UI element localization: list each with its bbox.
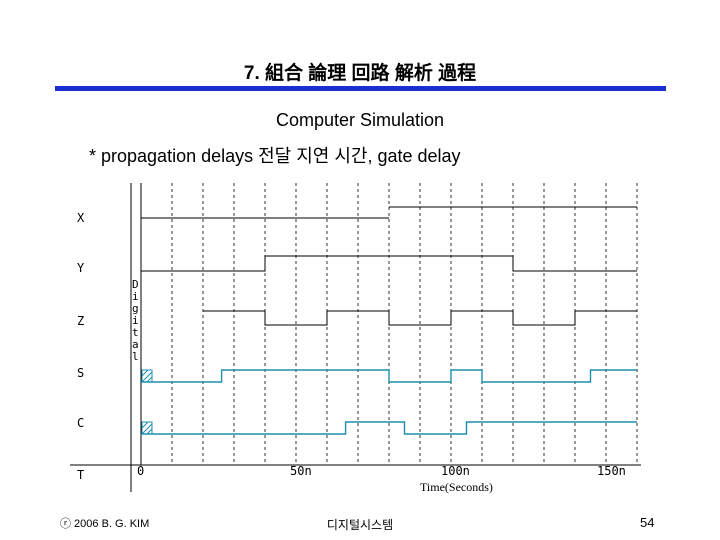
signal-label-c: C [77,416,84,430]
digital-letter: a [132,338,139,351]
waveform-x [141,206,637,219]
digital-letter: t [132,326,139,339]
waveform-z [203,310,637,326]
digital-letter: D [132,278,139,291]
digital-letter: i [132,314,139,327]
unknown-hatch-s [141,369,153,383]
time-tick-0: 0 [137,464,144,478]
bullet-text: * propagation delays 전달 지연 시간, gate dela… [89,146,461,166]
time-tick-150n: 150n [597,464,626,478]
title-underline [55,86,666,91]
time-tick-50n: 50n [290,464,312,478]
signal-label-z: Z [77,314,84,328]
digital-letter: i [132,290,139,303]
signal-label-x: X [77,211,85,225]
time-tick-100n: 100n [441,464,470,478]
slide-subtitle: Computer Simulation [275,110,445,130]
slide-title: 7. 組合 論理 回路 解析 過程 [243,63,477,84]
time-gridlines [171,183,638,465]
time-axis-label: Time(Seconds) [420,480,493,494]
unknown-hatch-c [141,421,153,435]
page-number: 54 [640,515,655,530]
digital-letter: g [132,302,139,315]
signal-label-t: T [77,468,84,482]
footer-course: 디지털시스템 [326,518,394,532]
signal-label-y: Y [77,261,85,275]
digital-letter: l [132,350,139,363]
signal-label-s: S [77,366,84,380]
waveform-s [141,369,637,383]
waveform-c [141,421,637,435]
waveform-y [141,255,637,272]
footer-copyright: ⓡ 2006 B. G. KIM [60,518,150,530]
